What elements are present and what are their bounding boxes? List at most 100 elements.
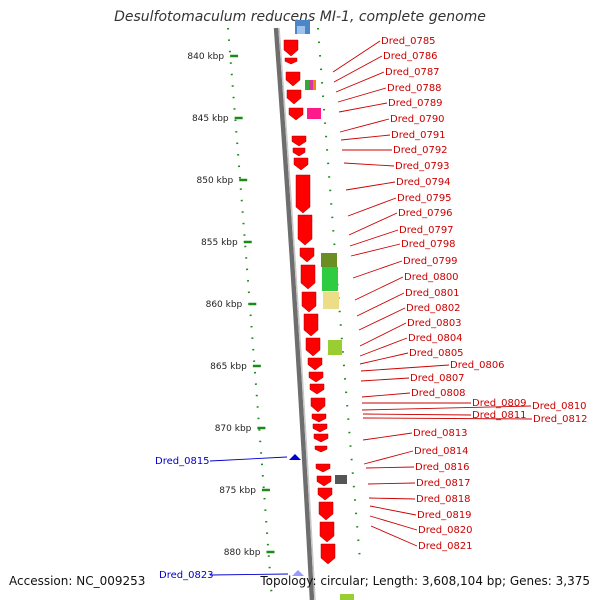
gene-arrow [295, 174, 311, 214]
gene-leader-line [359, 322, 407, 347]
genome-backbone-highlight [278, 27, 316, 600]
gene-leader-line [361, 405, 532, 411]
tick-label: 855 kbp [201, 238, 238, 248]
gene-label[interactable]: Dred_0799 [403, 256, 458, 267]
gene-label[interactable]: Dred_0791 [391, 130, 446, 141]
gene-arrow [315, 463, 331, 473]
feature-block-bottom-lime [340, 594, 354, 600]
gene-leader-line [343, 162, 395, 167]
gene-arrow-reverse [289, 454, 301, 460]
genome-stats-text: Topology: circular; Length: 3,608,104 bp… [260, 574, 590, 588]
feature-block-lightblue [297, 26, 305, 34]
gene-arrow [291, 135, 307, 147]
gene-label[interactable]: Dred_0786 [383, 51, 438, 62]
gene-leader-line [368, 497, 416, 500]
feature-block-lime [328, 340, 342, 355]
gene-leader-line [339, 118, 390, 133]
tick-label: 875 kbp [219, 486, 256, 496]
gene-arrow [310, 397, 326, 413]
gene-label[interactable]: Dred_0820 [418, 525, 473, 536]
gene-arrow [311, 413, 327, 423]
gene-label[interactable]: Dred_0813 [413, 428, 468, 439]
gene-label[interactable]: Dred_0819 [417, 510, 472, 521]
gene-label[interactable]: Dred_0797 [399, 225, 454, 236]
gene-label[interactable]: Dred_0809 [472, 398, 527, 409]
gene-label[interactable]: Dred_0818 [416, 494, 471, 505]
tick-label: 880 kbp [224, 548, 261, 558]
gene-arrow [284, 57, 298, 65]
tick-label: 850 kbp [197, 176, 234, 186]
genome-backbone [273, 27, 315, 600]
gene-label[interactable]: Dred_0810 [532, 401, 587, 412]
gene-label[interactable]: Dred_0817 [416, 478, 471, 489]
gene-leader-line [348, 212, 398, 236]
gene-leader-line [349, 229, 399, 247]
gene-arrow [309, 383, 325, 395]
tick-label: 840 kbp [187, 52, 224, 62]
gene-label[interactable]: Dred_0793 [395, 161, 450, 172]
gene-leader-line [340, 134, 391, 141]
gene-label[interactable]: Dred_0811 [472, 410, 527, 421]
gene-leader-line [362, 432, 413, 441]
gene-label[interactable]: Dred_0803 [407, 318, 462, 329]
gene-leader-line [358, 307, 406, 331]
accession-text: Accession: NC_009253 [9, 574, 146, 588]
gene-arrow [313, 433, 329, 443]
gene-label[interactable]: Dred_0801 [405, 288, 460, 299]
gene-label[interactable]: Dred_0807 [410, 373, 465, 384]
gene-label[interactable]: Dred_0805 [409, 348, 464, 359]
gene-label[interactable]: Dred_0804 [408, 333, 463, 344]
gene-label[interactable]: Dred_0808 [411, 388, 466, 399]
gene-arrow [283, 39, 299, 57]
gene-leader-line [369, 505, 417, 516]
gene-label[interactable]: Dred_0792 [393, 145, 448, 156]
gene-label[interactable]: Dred_0814 [414, 446, 469, 457]
gene-label[interactable]: Dred_0798 [401, 239, 456, 250]
gene-leader-line [369, 515, 418, 531]
feature-block-pink [307, 108, 321, 119]
gene-label[interactable]: Dred_0785 [381, 36, 436, 47]
gene-label[interactable]: Dred_0821 [418, 541, 473, 552]
gene-label[interactable]: Dred_0812 [533, 414, 588, 425]
feature-block-khaki [323, 292, 339, 309]
gene-leader-line [362, 417, 533, 420]
tick-track [227, 27, 273, 600]
gene-arrow [300, 264, 316, 290]
gene-arrow [286, 89, 302, 105]
gene-arrow [320, 543, 336, 565]
gene-leader-line [354, 276, 404, 301]
gene-label[interactable]: Dred_0802 [406, 303, 461, 314]
gene-label-reverse[interactable]: Dred_0815 [155, 456, 210, 467]
gene-label[interactable]: Dred_0796 [398, 208, 453, 219]
gene-arrow [316, 475, 332, 487]
gene-leader-line [332, 40, 381, 73]
gene-leader-line [347, 197, 397, 217]
gene-arrow [299, 247, 315, 263]
gene-leader-line [345, 181, 396, 191]
gene-label[interactable]: Dred_0794 [396, 177, 451, 188]
gene-leader-line [333, 55, 383, 83]
tick-label: 845 kbp [192, 114, 229, 124]
gene-label[interactable]: Dred_0806 [450, 360, 505, 371]
gene-leader-line [352, 260, 403, 279]
gene-arrow [292, 147, 306, 157]
gene-label[interactable]: Dred_0788 [387, 83, 442, 94]
gene-arrow [318, 501, 334, 521]
gene-arrow [317, 487, 333, 501]
gene-arrow [285, 71, 301, 87]
gene-arrow [314, 445, 328, 453]
gene-leader-line [335, 71, 385, 93]
gene-label[interactable]: Dred_0790 [390, 114, 445, 125]
gene-label-reverse[interactable]: Dred_0823 [159, 570, 214, 581]
gene-label[interactable]: Dred_0816 [415, 462, 470, 473]
feature-block-multicolor-3 [313, 80, 316, 90]
gene-label[interactable]: Dred_0787 [385, 67, 440, 78]
gene-label[interactable]: Dred_0789 [388, 98, 443, 109]
gene-label[interactable]: Dred_0795 [397, 193, 452, 204]
gene-arrow [305, 337, 321, 357]
gene-label[interactable]: Dred_0800 [404, 272, 459, 283]
feature-block-dark [335, 475, 347, 484]
gene-leader-line [365, 466, 415, 469]
gene-leader-line [359, 337, 408, 357]
